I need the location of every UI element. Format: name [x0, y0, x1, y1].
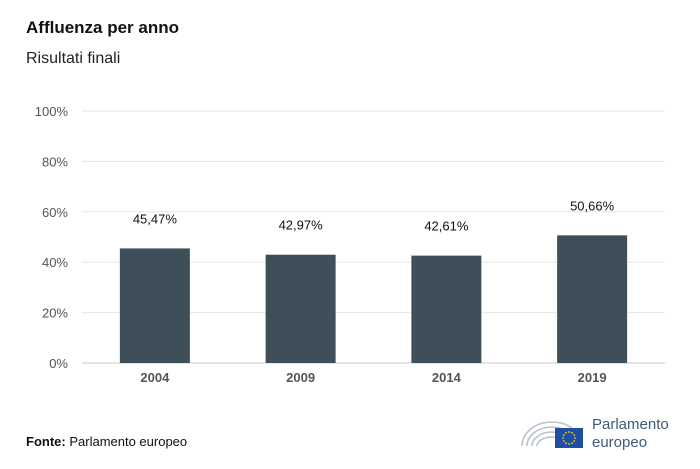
- x-tick-label: 2004: [140, 370, 170, 385]
- source-note: Fonte: Parlamento europeo: [26, 434, 187, 449]
- flag-star: [565, 442, 567, 445]
- logo-line1: Parlamento: [592, 416, 669, 433]
- x-tick-label: 2014: [432, 370, 462, 385]
- flag-star: [562, 434, 565, 436]
- chart-subtitle: Risultati finali: [26, 50, 121, 67]
- eu-flag-icon: [555, 428, 583, 448]
- flag-star: [574, 437, 576, 439]
- data-label: 50,66%: [570, 198, 615, 213]
- data-label: 45,47%: [133, 211, 178, 226]
- y-tick-label: 20%: [42, 306, 68, 321]
- bar: [265, 254, 336, 363]
- flag-star: [571, 431, 573, 434]
- flag-star: [562, 440, 565, 442]
- bar: [411, 255, 482, 363]
- flag-star: [568, 431, 570, 433]
- x-tick-label: 2019: [578, 370, 607, 385]
- flag-star: [573, 440, 576, 442]
- y-tick-label: 60%: [42, 205, 68, 220]
- bar: [557, 235, 628, 363]
- parliament-logo: Parlamento europeo: [518, 412, 688, 456]
- parliament-hemicycle-icon: [521, 421, 583, 448]
- flag-star: [568, 443, 570, 445]
- data-label: 42,61%: [424, 219, 469, 234]
- bar-chart: 0% 20% 40% 60% 80% 100% 45,47% 2004 42,97% 2009 42…: [35, 104, 665, 385]
- source-value: Parlamento europeo: [69, 434, 188, 449]
- y-tick-label: 40%: [42, 255, 68, 270]
- y-tick-label: 100%: [35, 104, 69, 119]
- flag-star: [562, 437, 564, 439]
- y-tick-label: 80%: [42, 154, 68, 169]
- y-tick-label: 0%: [49, 356, 68, 371]
- bar: [119, 248, 190, 363]
- chart-title: Affluenza per anno: [26, 18, 180, 37]
- flag-star: [571, 442, 573, 445]
- data-label: 42,97%: [279, 218, 324, 233]
- flag-star: [565, 431, 567, 434]
- flag-star: [573, 434, 576, 436]
- logo-line2: europeo: [592, 434, 648, 451]
- source-label: Fonte:: [26, 434, 66, 449]
- x-tick-label: 2009: [286, 370, 315, 385]
